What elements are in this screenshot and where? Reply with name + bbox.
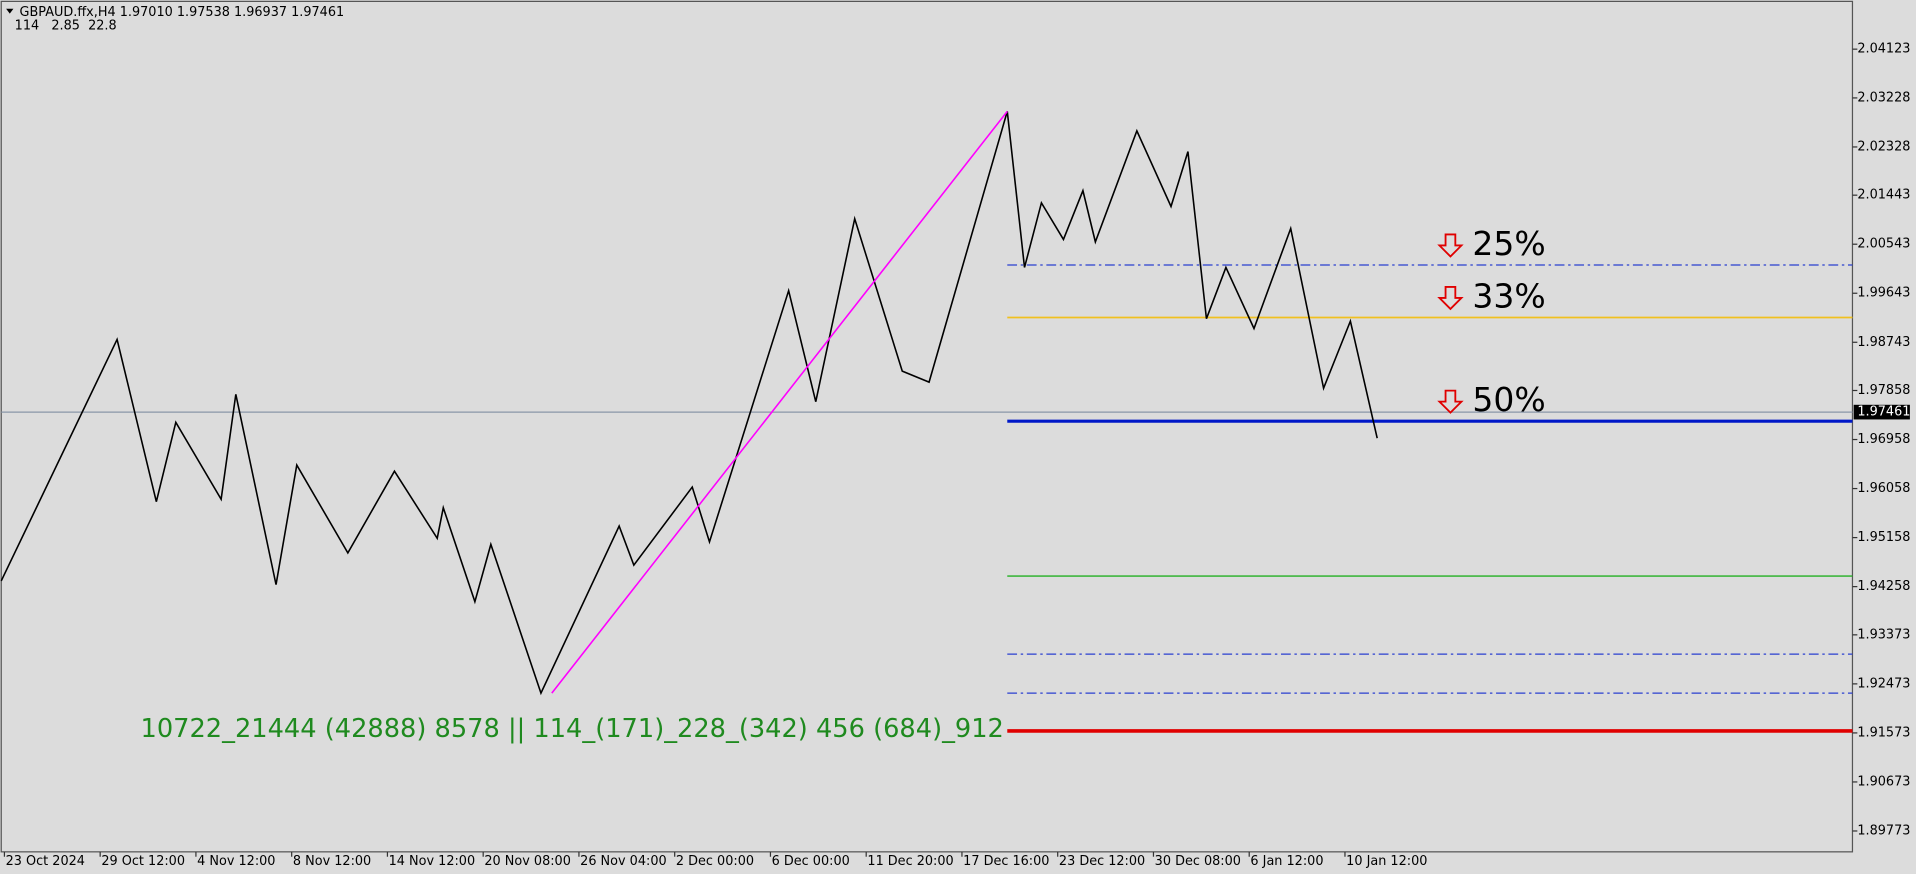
x-tick-label: 23 Dec 12:00	[1059, 854, 1145, 869]
down-arrow-icon	[1437, 286, 1464, 311]
y-tick-label: 2.00543	[1857, 237, 1910, 252]
annotation: 10722_21444 (42888) 8578 || 114_(171)_22…	[141, 714, 1004, 744]
y-tick-label: 2.01443	[1857, 188, 1910, 203]
y-tick-label: 1.96958	[1857, 432, 1910, 447]
x-tick-label: 2 Dec 00:00	[676, 854, 754, 869]
y-tick-label: 1.97858	[1857, 383, 1910, 398]
y-tick-label: 2.02328	[1857, 139, 1910, 154]
x-tick-label: 20 Nov 08:00	[484, 854, 570, 869]
plot-frame	[0, 0, 1854, 853]
x-tick-label: 11 Dec 20:00	[867, 854, 953, 869]
y-tick-label: 1.99643	[1857, 286, 1910, 301]
last-price-label: 1.97461	[1857, 405, 1910, 420]
x-tick-label: 6 Jan 12:00	[1250, 854, 1323, 869]
y-tick-label: 1.90673	[1857, 774, 1910, 789]
y-tick-label: 1.98743	[1857, 335, 1910, 350]
y-tick-label: 2.04123	[1857, 42, 1910, 57]
zigzag-line	[551, 110, 1008, 694]
collapse-arrow	[6, 8, 14, 14]
y-tick-label: 1.96058	[1857, 481, 1910, 496]
x-tick-label: 6 Dec 00:00	[772, 854, 850, 869]
last-price-tag	[1853, 404, 1910, 420]
x-tick-label: 4 Nov 12:00	[197, 854, 275, 869]
y-tick-label: 1.93373	[1857, 627, 1910, 642]
x-tick-label: 26 Nov 04:00	[580, 854, 666, 869]
x-tick-label: 23 Oct 2024	[6, 854, 85, 869]
y-tick-label: 1.94258	[1857, 579, 1910, 594]
level-label: 33%	[1472, 276, 1545, 315]
level-label: 25%	[1472, 224, 1545, 263]
x-tick-label: 29 Oct 12:00	[101, 854, 185, 869]
x-tick-label: 14 Nov 12:00	[389, 854, 475, 869]
y-tick-label: 1.95158	[1857, 530, 1910, 545]
down-arrow-icon	[1437, 233, 1464, 258]
y-tick-label: 1.91573	[1857, 725, 1910, 740]
chart-subtitle: 114 2.85 22.8	[15, 18, 117, 33]
x-tick-label: 30 Dec 08:00	[1155, 854, 1241, 869]
y-tick-label: 2.03228	[1857, 90, 1910, 105]
zigzag-line	[0, 111, 1378, 696]
y-tick-label: 1.89773	[1857, 823, 1910, 838]
level-label: 50%	[1472, 380, 1545, 419]
y-tick-label: 1.92473	[1857, 676, 1910, 691]
chart-title: GBPAUD.ffx,H4 1.97010 1.97538 1.96937 1.…	[20, 5, 345, 20]
x-tick-label: 8 Nov 12:00	[293, 854, 371, 869]
x-tick-label: 10 Jan 12:00	[1346, 854, 1427, 869]
x-tick-label: 17 Dec 16:00	[963, 854, 1049, 869]
down-arrow-icon	[1437, 389, 1464, 414]
